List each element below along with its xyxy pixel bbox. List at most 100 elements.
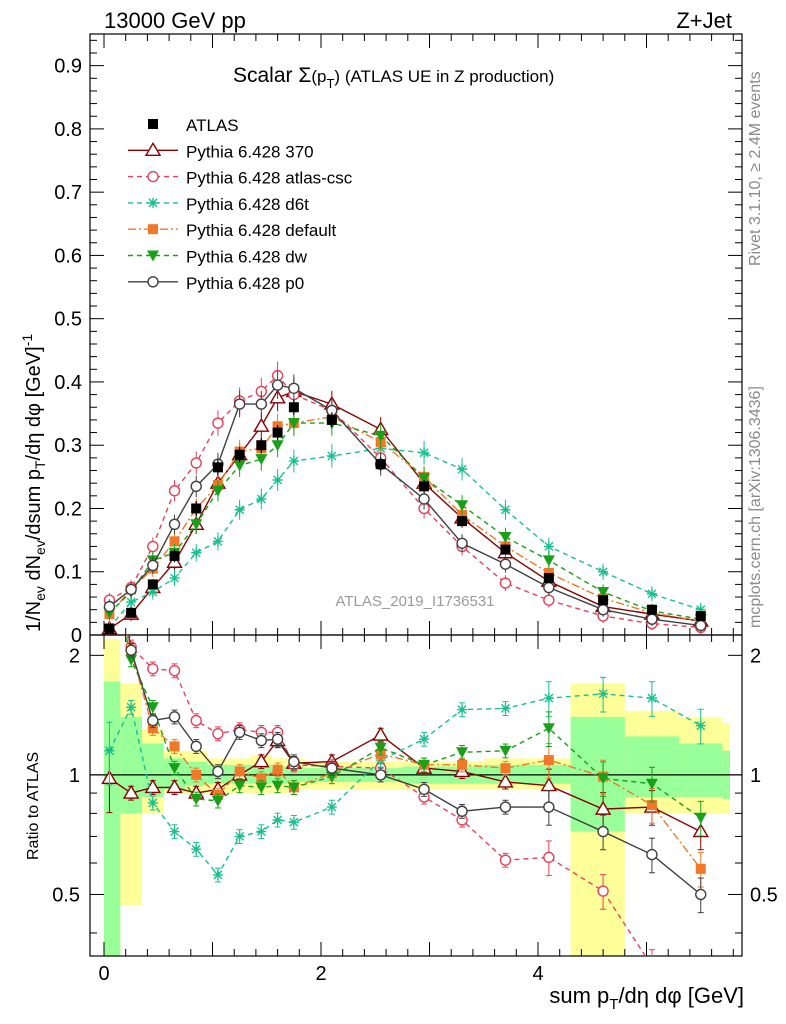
data-point [256, 440, 267, 451]
data-point [147, 559, 159, 572]
data-point [543, 594, 555, 606]
ratio-point [272, 814, 283, 825]
ratio-ytick-label-right: 1 [750, 765, 761, 787]
data-point [147, 540, 159, 553]
xlabel: sum pT/dη dφ [GeV] [549, 983, 744, 1013]
data-point [104, 623, 115, 634]
ratio-point [212, 727, 224, 740]
upper-ytick-label: 0.3 [54, 435, 82, 457]
ratio-point [326, 802, 337, 813]
ratio-point [288, 817, 299, 828]
ratio-point [190, 793, 203, 805]
svg-text:1/Nev dNev/dsum pT/dη dφ [GeV: 1/Nev dNev/dsum pT/dη dφ [GeV]-1 [19, 334, 48, 632]
upper-ytick-label: 0 [71, 625, 82, 647]
ratio-point [271, 733, 284, 745]
legend-entry: Pythia 6.428 default [128, 221, 337, 240]
data-point [499, 558, 512, 570]
ratio-point [253, 753, 270, 768]
lower-frame [89, 634, 743, 957]
data-point [271, 440, 284, 452]
data-point [191, 503, 202, 514]
data-point [191, 547, 202, 558]
data-point [212, 536, 223, 547]
data-point [234, 449, 245, 460]
upper-ytick-label: 0.7 [54, 182, 82, 204]
ratio-point [372, 726, 389, 741]
ratio-point [374, 742, 387, 754]
data-point [456, 537, 468, 549]
upper-ytick-label: 0.1 [54, 562, 82, 584]
ratio-point [104, 510, 114, 520]
svg-text:sum pT/dη dφ [GeV]: sum pT/dη dφ [GeV] [549, 983, 744, 1013]
legend-label: Pythia 6.428 default [186, 221, 337, 240]
data-point [646, 613, 658, 625]
ratio-point [191, 844, 202, 855]
ratio-ytick-label: 0.5 [52, 884, 80, 906]
ratio-point [288, 755, 300, 768]
ratio-point [166, 779, 183, 794]
ratio-point [147, 714, 159, 727]
data-point [169, 536, 180, 547]
ratio-point [457, 704, 468, 715]
upper-series-0 [104, 399, 706, 634]
data-point [543, 568, 554, 579]
data-point [288, 382, 300, 394]
ratio-point [190, 714, 202, 727]
ratio-point [190, 740, 202, 753]
ratio-point [542, 723, 555, 735]
legend-marker [148, 224, 158, 235]
ratio-point [126, 702, 137, 713]
data-point [125, 583, 137, 596]
ratio-point [233, 780, 246, 792]
legend-marker [148, 119, 158, 129]
data-point [190, 480, 202, 493]
data-point [375, 459, 386, 470]
ratio-point [212, 765, 224, 778]
legend-entry: Pythia 6.428 d6t [128, 195, 309, 214]
data-point [103, 600, 116, 613]
xtick-label: 0 [98, 963, 109, 985]
data-point [543, 581, 555, 594]
ratio-point [457, 759, 468, 770]
ratio-point [212, 869, 223, 880]
data-point [147, 586, 158, 597]
legend-label: Pythia 6.428 atlas-csc [186, 169, 353, 188]
ratio-point [325, 771, 338, 783]
ratio-ytick-label-right: 0.5 [750, 884, 778, 906]
ratio-point [256, 826, 267, 837]
ratio-point [646, 848, 658, 861]
data-point [598, 566, 609, 577]
ratio-point [694, 812, 707, 824]
data-point [326, 450, 337, 461]
data-point [374, 430, 387, 442]
data-point [169, 573, 180, 584]
data-point [233, 398, 246, 410]
ratio-point [168, 664, 181, 677]
ratio-point [456, 747, 469, 759]
data-point [419, 447, 430, 458]
upper-series-6 [103, 371, 707, 633]
ratio-point [645, 778, 658, 790]
ratio-point [234, 766, 245, 777]
ratio-point [125, 644, 137, 656]
ratio-point [594, 800, 612, 815]
ratio-point [104, 745, 115, 756]
data-point [457, 464, 468, 475]
ratio-point [168, 763, 181, 775]
ratio-point [543, 801, 555, 813]
ratio-point [168, 711, 181, 723]
ratio-point [272, 764, 283, 775]
data-point [288, 456, 299, 467]
data-point [457, 516, 468, 527]
legend-label: Pythia 6.428 370 [186, 142, 314, 161]
ratio-point [147, 723, 158, 734]
ratio-point [169, 741, 180, 752]
data-point [190, 457, 202, 469]
upper-ytick-label: 0.2 [54, 498, 82, 520]
data-point [695, 611, 706, 622]
legend-entry: Pythia 6.428 dw [128, 248, 308, 267]
xtick-label: 2 [315, 963, 326, 985]
ratio-point [103, 554, 115, 565]
ratio-point [543, 755, 554, 766]
ratio-point [499, 745, 512, 757]
